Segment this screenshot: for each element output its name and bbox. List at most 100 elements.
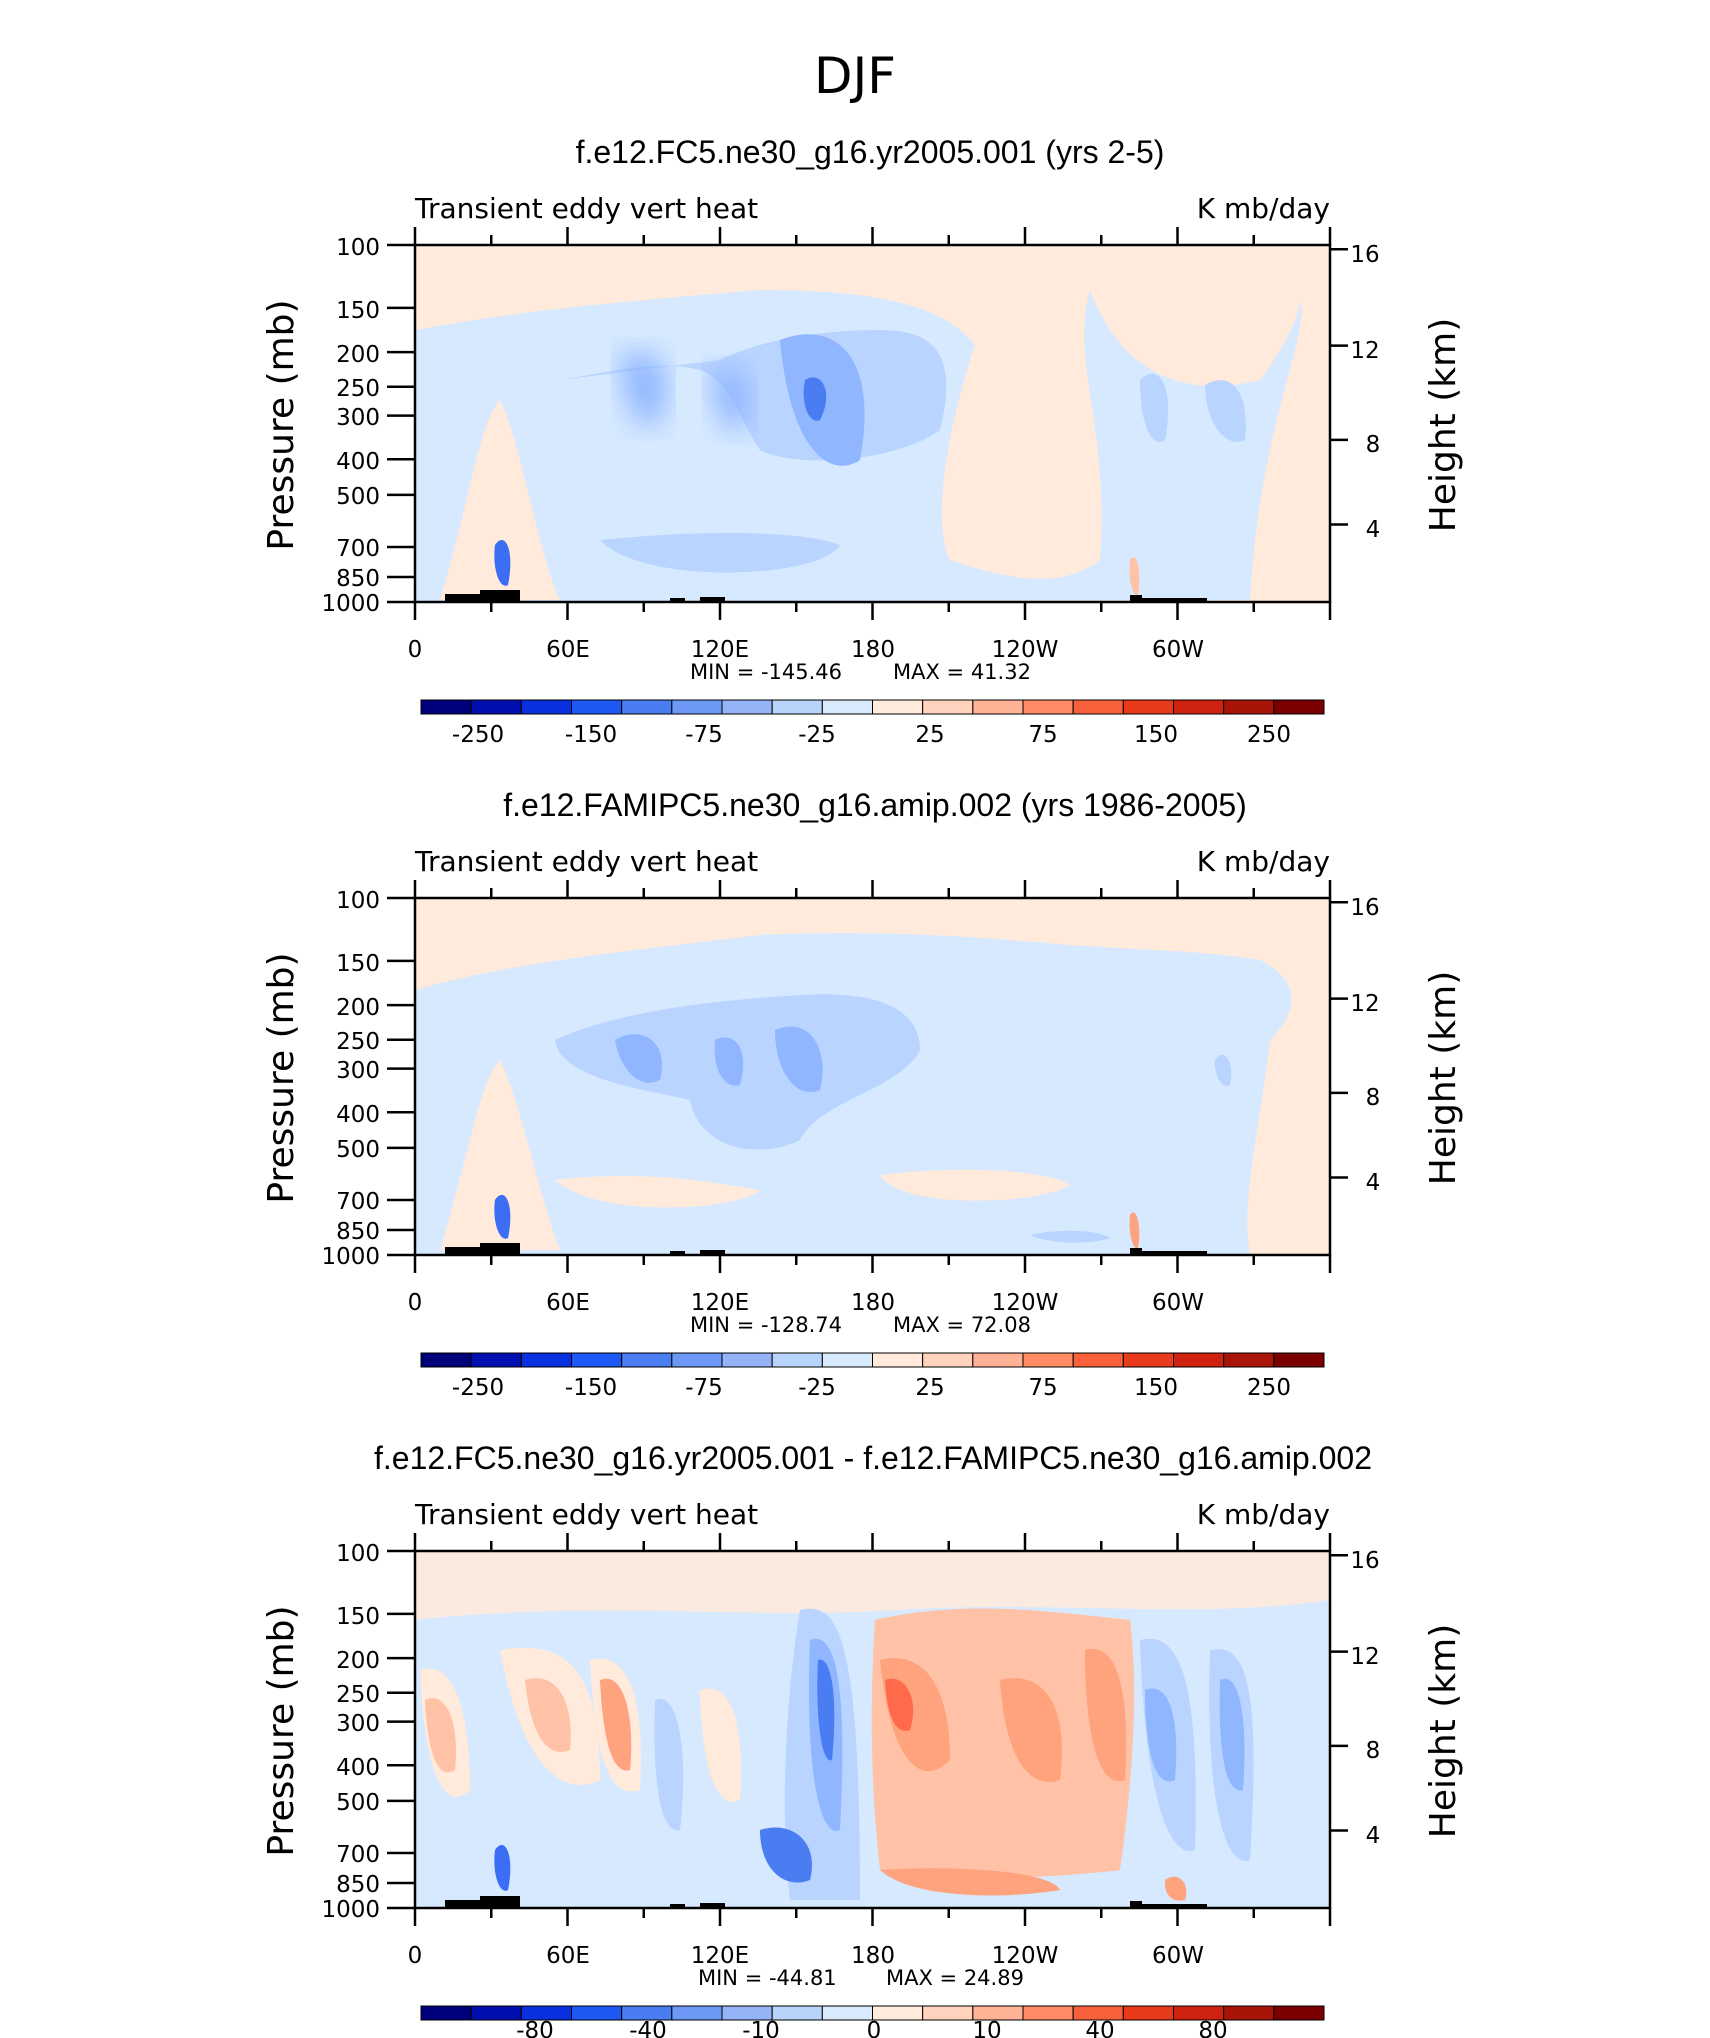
panel-3-title: f.e12.FC5.ne30_g16.yr2005.001 - f.e12.FA… <box>374 1440 1372 1476</box>
panel-2-cb-label-6: 150 <box>1134 1375 1178 1401</box>
panel-2-ylabel-right: Height (km) <box>1423 971 1464 1185</box>
colorbar-swatch <box>420 699 472 715</box>
panel-3-ytick-100: 100 <box>336 1541 380 1567</box>
panel-2-ylabel: Pressure (mb) <box>261 952 302 1203</box>
panel-2-colorbar <box>420 1352 1325 1368</box>
panel-1-xtick-2: 120E <box>691 637 749 663</box>
panel-1-right-label: K mb/day <box>1197 192 1330 225</box>
panel-2-xtick-2: 120E <box>691 1290 749 1316</box>
panel-2-cb-label-1: -150 <box>565 1375 617 1401</box>
panel-1-rtick-16: 16 <box>1350 242 1379 268</box>
panel-2-cb-label-5: 75 <box>1028 1375 1057 1401</box>
colorbar-swatch <box>821 699 874 715</box>
panel-1-xtick-4: 120W <box>992 637 1059 663</box>
panel-1-colorbar <box>420 699 1325 715</box>
colorbar-swatch <box>520 1352 573 1368</box>
panel-1-y-tick-labels: 100 150 200 250 300 400 500 700 850 1000 <box>321 235 380 617</box>
panel-3-x-tick-labels: 0 60E 120E 180 120W 60W <box>408 1943 1204 1969</box>
colorbar-swatch <box>571 2005 623 2021</box>
colorbar-swatch <box>721 699 773 715</box>
colorbar-swatch <box>872 1352 924 1368</box>
panel-2-cb-label-7: 250 <box>1247 1375 1291 1401</box>
colorbar-swatch <box>671 1352 723 1368</box>
panel-1-xtick-5: 60W <box>1152 637 1204 663</box>
panel-1-max: MAX = 41.32 <box>893 660 1031 684</box>
panel-1-cb-label-7: 250 <box>1247 722 1291 748</box>
colorbar-swatch <box>872 699 924 715</box>
colorbar-swatch <box>420 2005 472 2021</box>
colorbar-swatch <box>1273 699 1325 715</box>
colorbar-swatch <box>721 1352 773 1368</box>
colorbar-swatch <box>922 2005 974 2021</box>
panel-1-ytick-700: 700 <box>336 536 380 562</box>
panel-2-rtick-16: 16 <box>1350 895 1379 921</box>
colorbar-swatch <box>1273 1352 1325 1368</box>
panel-1-ytick-1000: 1000 <box>321 591 380 617</box>
panel-2-max: MAX = 72.08 <box>893 1313 1031 1337</box>
panel-2-ytick-200: 200 <box>336 995 380 1021</box>
panel-2-cb-label-0: -250 <box>452 1375 504 1401</box>
panel-3-ytick-300: 300 <box>336 1711 380 1737</box>
panel-3-cb-label-3: 0 <box>867 2018 882 2038</box>
panel-3-xtick-5: 60W <box>1152 1943 1204 1969</box>
colorbar-swatch <box>1173 699 1225 715</box>
panel-3-right-tick-labels: 16 12 8 4 <box>1350 1548 1380 1849</box>
panel-3-ylabel: Pressure (mb) <box>261 1605 302 1856</box>
panel-2-right-label: K mb/day <box>1197 845 1330 878</box>
panel-3-ytick-1000: 1000 <box>321 1897 380 1923</box>
colorbar-swatch <box>1022 699 1074 715</box>
panel-1-cb-label-6: 150 <box>1134 722 1178 748</box>
colorbar-swatch <box>1122 2005 1174 2021</box>
panel-2-x-tick-labels: 0 60E 120E 180 120W 60W <box>408 1290 1204 1316</box>
panel-1-cb-label-1: -150 <box>565 722 617 748</box>
colorbar-swatch <box>1072 699 1124 715</box>
panel-1-rtick-8: 8 <box>1366 432 1381 458</box>
panel-3-ytick-700: 700 <box>336 1842 380 1868</box>
panel-1-xtick-0: 0 <box>408 637 423 663</box>
panel-1-ytick-400: 400 <box>336 449 380 475</box>
panel-1-ytick-150: 150 <box>336 298 380 324</box>
panel-1-ytick-200: 200 <box>336 342 380 368</box>
panel-2-ytick-500: 500 <box>336 1137 380 1163</box>
panel-3-cb-label-4: 10 <box>972 2018 1001 2038</box>
panel-3-rtick-16: 16 <box>1350 1548 1379 1574</box>
panel-2-ytick-850: 850 <box>336 1219 380 1245</box>
panel-3-ytick-250: 250 <box>336 1682 380 1708</box>
panel-1-ticks <box>387 227 1348 620</box>
panel-3-xtick-4: 120W <box>992 1943 1059 1969</box>
colorbar-swatch <box>1122 1352 1174 1368</box>
panel-2-xtick-5: 60W <box>1152 1290 1204 1316</box>
panel-3-ytick-150: 150 <box>336 1604 380 1630</box>
panel-1-xtick-1: 60E <box>546 637 590 663</box>
panel-1-ylabel: Pressure (mb) <box>261 299 302 550</box>
panel-1-cb-label-2: -75 <box>685 722 723 748</box>
panel-2-rtick-8: 8 <box>1366 1085 1381 1111</box>
panel-1-rtick-12: 12 <box>1350 338 1379 364</box>
colorbar-swatch <box>771 699 823 715</box>
panel-3-ytick-500: 500 <box>336 1790 380 1816</box>
colorbar-swatch <box>1122 699 1174 715</box>
panel-1-topography <box>445 590 1207 602</box>
panel-1-ytick-100: 100 <box>336 235 380 261</box>
panel-1-x-tick-labels: 0 60E 120E 180 120W 60W <box>408 637 1204 663</box>
panel-1-title: f.e12.FC5.ne30_g16.yr2005.001 (yrs 2-5) <box>576 134 1165 170</box>
panel-3-cb-label-1: -40 <box>629 2018 667 2038</box>
colorbar-swatch <box>1072 1352 1124 1368</box>
colorbar-swatch <box>520 699 573 715</box>
panel-2-min: MIN = -128.74 <box>690 1313 842 1337</box>
panel-1: f.e12.FC5.ne30_g16.yr2005.001 (yrs 2-5) … <box>261 134 1464 748</box>
panel-2-colorbar-labels: -250 -150 -75 -25 25 75 150 250 <box>452 1375 1291 1401</box>
panel-3-ytick-200: 200 <box>336 1648 380 1674</box>
colorbar-swatch <box>671 2005 723 2021</box>
panel-2-contour-field <box>415 898 1330 1255</box>
panel-3-contour-field <box>415 1551 1330 1908</box>
panel-3-ticks <box>387 1533 1348 1926</box>
panel-1-cb-label-0: -250 <box>452 722 504 748</box>
panel-2-topography <box>445 1243 1207 1255</box>
panel-3-rtick-4: 4 <box>1366 1823 1381 1849</box>
panel-3-ytick-400: 400 <box>336 1755 380 1781</box>
panel-1-cb-label-5: 75 <box>1028 722 1057 748</box>
panel-2-ytick-700: 700 <box>336 1189 380 1215</box>
panel-3-colorbar-labels: -80 -40 -10 0 10 40 80 <box>516 2018 1227 2038</box>
